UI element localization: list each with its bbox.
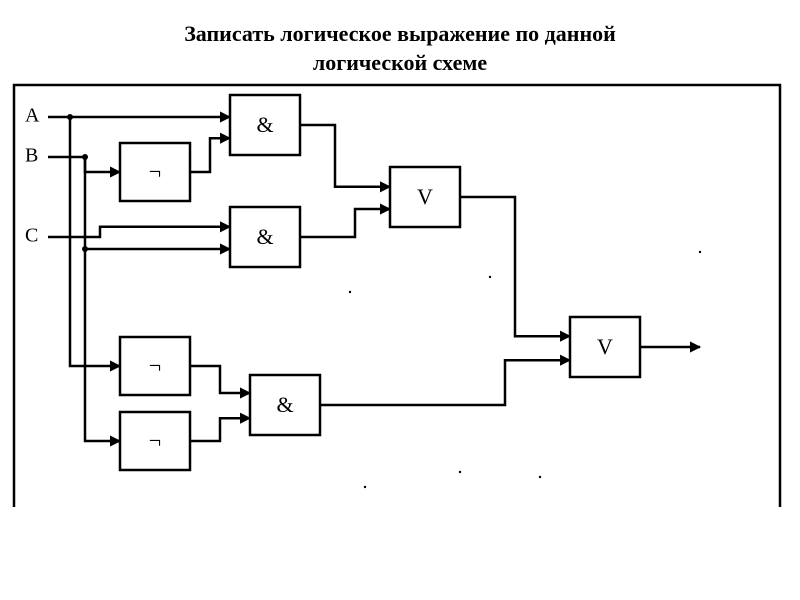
input-label-B: B xyxy=(25,145,38,167)
gate-label-or1: V xyxy=(417,184,433,209)
title-line-2: логической схеме xyxy=(313,50,487,75)
gate-label-not3: ¬ xyxy=(149,428,161,453)
gate-label-or2: V xyxy=(597,334,613,359)
input-label-C: C xyxy=(25,225,38,247)
gate-label-not2: ¬ xyxy=(149,353,161,378)
gate-label-and3: & xyxy=(276,392,293,417)
gate-label-and1: & xyxy=(256,112,273,137)
logic-diagram: ¬ & & V ¬ ¬ & V AB C xyxy=(0,77,800,577)
gate-label-and2: & xyxy=(256,224,273,249)
input-label-A: A xyxy=(25,105,40,127)
title-line-1: Записать логическое выражение по данной xyxy=(184,21,616,46)
page-title: Записать логическое выражение по данной … xyxy=(0,0,800,77)
gate-label-not1: ¬ xyxy=(149,159,161,184)
